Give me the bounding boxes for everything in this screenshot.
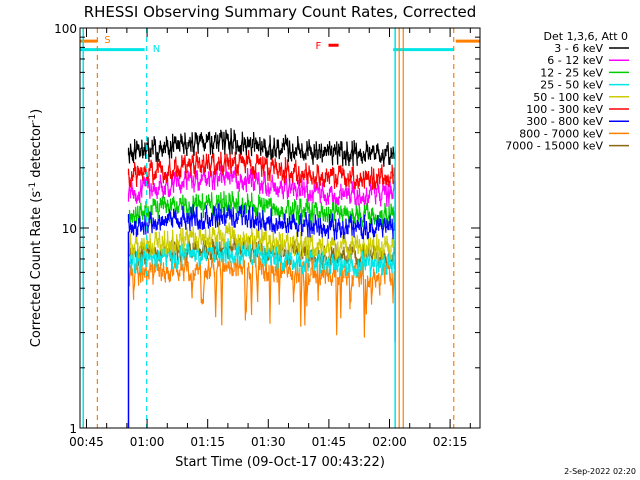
y-tick-label: 100 — [54, 22, 77, 36]
series-trace-6 — [127, 150, 396, 190]
x-tick-label: 01:30 — [251, 435, 286, 449]
saa-flag-label: S — [104, 35, 110, 46]
y-axis-label: Corrected Count Rate (s-1 detector-1) — [28, 109, 44, 347]
legend-label-2: 6 - 12 keV — [547, 54, 603, 67]
x-axis-label: Start Time (09-Oct-17 00:43:22) — [175, 455, 385, 470]
legend-label-3: 12 - 25 keV — [540, 66, 603, 79]
x-tick-label: 02:15 — [433, 435, 468, 449]
legend-label-4: 25 - 50 keV — [540, 79, 603, 92]
legend-label-6: 100 - 300 keV — [526, 103, 603, 116]
y-tick-label: 10 — [62, 222, 77, 236]
y-tick-label: 1 — [69, 422, 77, 436]
y-label-sup-1: -1 — [28, 182, 38, 191]
y-label-part-2: detector — [29, 122, 44, 182]
series-trace-2 — [127, 165, 396, 207]
y-label-part-3: ) — [29, 109, 44, 114]
series-trace-7 — [127, 203, 396, 241]
night-flag-label: N — [153, 44, 160, 55]
footer-timestamp: 2-Sep-2022 02:20 — [564, 467, 636, 476]
chart-title: RHESSI Observing Summary Count Rates, Co… — [84, 3, 477, 21]
x-tick-label: 01:15 — [190, 435, 225, 449]
y-label-part-1: Corrected Count Rate (s — [29, 191, 44, 348]
legend-label-7: 300 - 800 keV — [526, 115, 603, 128]
x-tick-label: 02:00 — [372, 435, 407, 449]
series-trace-4 — [127, 238, 396, 278]
x-tick-label: 01:45 — [312, 435, 347, 449]
legend-header: Det 1,3,6, Att 0 — [544, 30, 628, 43]
y-label-sup-2: -1 — [28, 114, 38, 123]
legend-label-5: 50 - 100 keV — [533, 91, 603, 104]
legend-label-9: 7000 - 15000 keV — [505, 140, 603, 153]
x-tick-label: 01:00 — [130, 435, 165, 449]
series-trace-1 — [127, 128, 396, 167]
series-trace-8 — [127, 253, 396, 338]
flare-flag-label: F — [315, 41, 321, 52]
axis-ticks: 1 10 100 00:45 01:00 01:15 01:30 01:45 02:00 02:1… — [54, 22, 480, 449]
series-trace-5 — [127, 222, 396, 262]
x-tick-label: 00:45 — [69, 435, 104, 449]
legend-label-1: 3 - 6 keV — [554, 42, 603, 55]
legend-label-8: 800 - 7000 keV — [519, 127, 603, 140]
